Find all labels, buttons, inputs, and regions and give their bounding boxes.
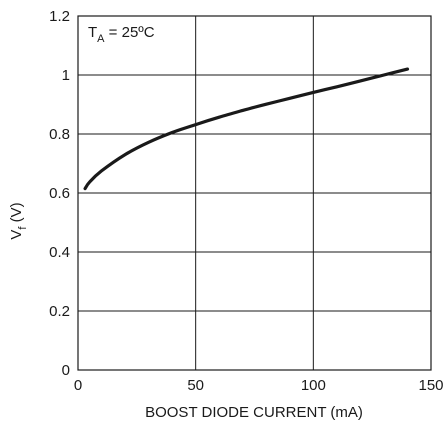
y-tick-labels: 0 0.2 0.4 0.6 0.8 1 1.2 — [49, 8, 70, 379]
y-tick-label: 1 — [62, 67, 70, 84]
y-tick-label: 1.2 — [49, 8, 70, 25]
y-tick-label: 0 — [62, 362, 70, 379]
y-tick-label: 0.6 — [49, 185, 70, 202]
y-tick-label: 0.8 — [49, 126, 70, 143]
x-tick-label: 0 — [74, 377, 82, 394]
x-tick-label: 50 — [187, 377, 204, 394]
series-line-0 — [83, 67, 410, 191]
x-axis-label: BOOST DIODE CURRENT (mA) — [145, 404, 363, 421]
x-tick-label: 100 — [301, 377, 326, 394]
x-tick-labels: 0 50 100 150 — [74, 377, 444, 394]
plot-frame — [77, 15, 432, 371]
grid — [77, 15, 432, 371]
temperature-annotation: TA = 25ºC — [88, 24, 155, 45]
x-tick-label: 150 — [418, 377, 443, 394]
y-tick-label: 0.4 — [49, 244, 70, 261]
y-axis-label: Vf (V) — [8, 202, 29, 239]
series-group — [83, 67, 410, 191]
y-tick-label: 0.2 — [49, 303, 70, 320]
